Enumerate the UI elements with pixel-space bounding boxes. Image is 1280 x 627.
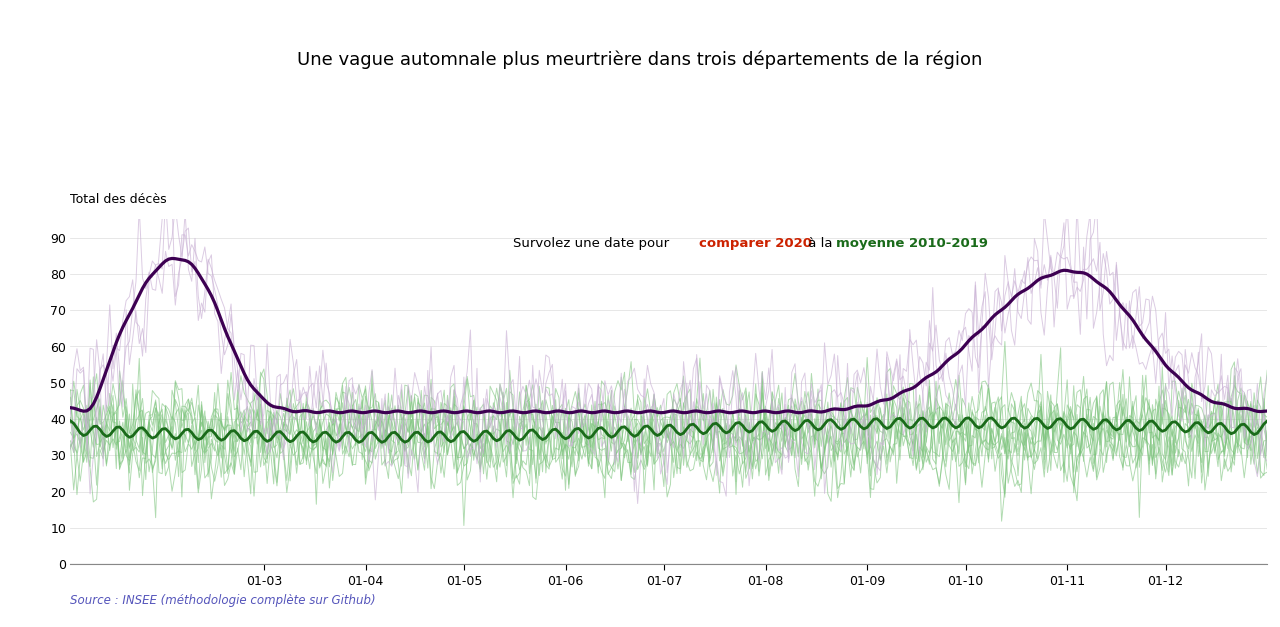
Text: Isère: Isère bbox=[892, 107, 932, 125]
Text: Survolez une date pour: Survolez une date pour bbox=[513, 236, 673, 250]
Text: Rhône: Rhône bbox=[293, 107, 353, 125]
Text: moyenne 2010-2019: moyenne 2010-2019 bbox=[836, 236, 988, 250]
Text: comparer 2020: comparer 2020 bbox=[699, 236, 812, 250]
Text: Total des décès: Total des décès bbox=[70, 192, 166, 206]
Text: Loire: Loire bbox=[598, 107, 637, 125]
Text: Une vague automnale plus meurtrière dans trois départements de la région: Une vague automnale plus meurtrière dans… bbox=[297, 50, 983, 69]
Text: Source : INSEE (méthodologie complète sur Github): Source : INSEE (méthodologie complète su… bbox=[70, 594, 376, 607]
Text: à la: à la bbox=[804, 236, 837, 250]
